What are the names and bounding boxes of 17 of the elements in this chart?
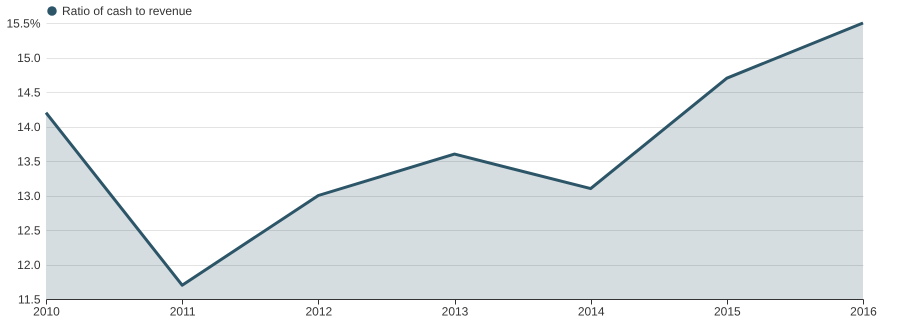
x-tick-label: 2011: [170, 304, 196, 318]
y-tick-label: 14.0: [17, 120, 41, 134]
x-tick-label: 2014: [578, 304, 605, 318]
x-tick-label: 2013: [442, 304, 469, 318]
y-tick-label: 11.5: [18, 292, 41, 306]
y-tick-label: 12.5: [17, 224, 41, 238]
x-tick-label: 2012: [305, 304, 333, 318]
y-tick-label: 12.0: [17, 258, 41, 272]
y-tick-label: 15.5%: [6, 16, 41, 30]
legend-label: Ratio of cash to revenue: [62, 4, 192, 18]
y-tick-label: 13.5: [17, 154, 41, 168]
y-tick-label: 14.5: [17, 86, 41, 100]
y-tick-label: 15.0: [17, 51, 41, 65]
y-tick-label: 13.0: [17, 189, 41, 203]
x-tick-label: 2010: [33, 304, 60, 318]
x-tick-label: 2016: [850, 304, 878, 318]
x-tick-label: 2015: [714, 304, 742, 318]
